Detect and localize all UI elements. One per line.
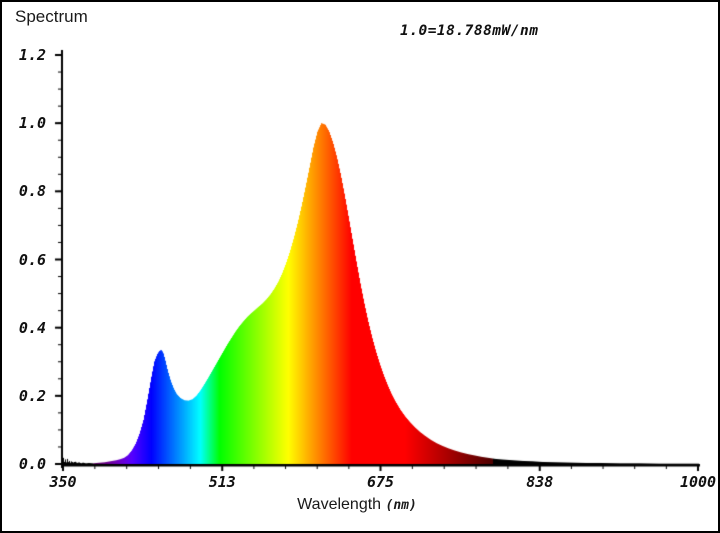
- x-tick-label: 675: [366, 473, 395, 491]
- x-tick-label: 838: [526, 473, 554, 491]
- x-axis-label: Wavelength (nm): [297, 496, 417, 514]
- chart-title: Spectrum: [15, 7, 88, 26]
- y-tick-label: 0.4: [18, 318, 46, 337]
- y-tick-label: 1.0: [18, 114, 46, 133]
- y-tick-label: 0.8: [18, 182, 46, 201]
- scale-annotation: 1.0=18.788mW/nm: [400, 23, 539, 39]
- y-tick-label: 0.0: [18, 455, 46, 473]
- x-axis-label-text: Wavelength: [297, 496, 382, 513]
- x-axis-unit-text: (nm): [385, 498, 417, 513]
- y-tick-label: 0.6: [18, 250, 46, 269]
- x-tick-label: 350: [49, 473, 77, 491]
- x-tick-label: 513: [208, 473, 236, 491]
- x-tick-label: 1000: [679, 473, 717, 491]
- y-tick-label: 1.2: [18, 46, 46, 64]
- y-tick-label: 0.2: [18, 386, 46, 405]
